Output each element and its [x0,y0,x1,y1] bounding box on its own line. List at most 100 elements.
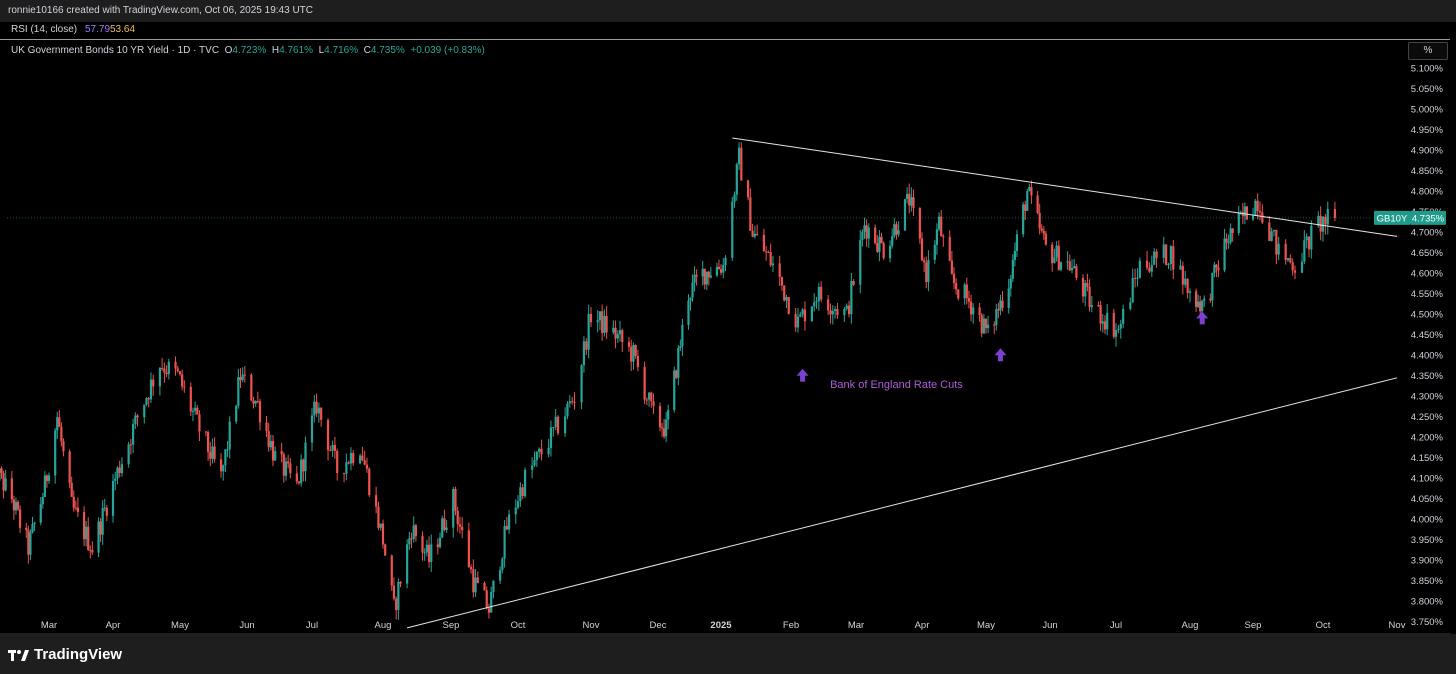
x-tick-label: Mar [848,620,864,631]
candle-body [111,480,115,516]
candle-body [652,401,655,407]
candle-body [82,512,86,540]
y-tick-label: 4.950% [1411,125,1444,136]
candle-body [1291,262,1294,271]
candle-body [1303,240,1306,262]
candle-body [1022,204,1025,235]
candle-body [265,422,268,432]
tradingview-logo[interactable]: TradingView [8,646,122,663]
symbol-title[interactable]: UK Government Bonds 10 YR Yield · 1D · T… [11,45,220,56]
time-axis: Mar Apr May Jun Jul Aug Sep Oct Nov Dec 2025 Feb Mar… [41,620,1406,631]
candle-body [1258,210,1262,213]
candle-body [62,441,65,452]
candle-body [1184,278,1187,285]
y-tick-label: 4.850% [1411,166,1444,177]
candle-body [731,201,734,258]
y-tick-label: 4.150% [1411,453,1444,464]
candle-body [18,509,22,528]
candle-body [903,199,907,231]
candle-body [691,282,694,298]
x-tick-label: Oct [1316,620,1331,631]
candle-body [769,252,772,266]
candle-body [603,316,606,333]
candle-body [211,446,214,459]
candle-body [12,499,16,511]
arrow-up-icon[interactable] [994,348,1007,362]
candle-body [630,346,633,362]
candle-body [888,245,892,259]
candle-body [1277,243,1280,255]
candle-body [163,368,166,373]
percent-scale-button[interactable]: % [1408,42,1448,60]
candle-body [29,532,32,555]
candle-body [580,365,583,403]
arrow-up-icon[interactable] [1196,311,1209,325]
candle-body [103,507,106,509]
candle-body [724,257,727,266]
candle-body [1211,272,1214,301]
price-tag-symbol [1374,210,1410,225]
candle-body [972,307,975,315]
y-tick-label: 4.450% [1411,330,1444,341]
candle-body [1245,206,1249,220]
y-tick-label: 3.750% [1411,617,1444,628]
candle-body [1070,268,1074,271]
candle-body [880,236,883,244]
x-tick-label: Oct [511,620,526,631]
trendline-upper[interactable] [732,137,1398,237]
candle-body [438,537,442,548]
candle-body [120,464,124,474]
y-tick-label: 4.100% [1411,473,1444,484]
candle-body [1153,251,1156,265]
candle-body [895,224,898,235]
candle-body [1024,204,1027,211]
candle-body [287,461,290,464]
candle-body [1254,200,1257,216]
candle-body [501,558,504,570]
annotation-text[interactable]: Bank of England Rate Cuts [830,379,963,391]
candle-body [1319,215,1322,232]
y-tick-label: 4.250% [1411,412,1444,423]
candle-body [1044,233,1047,245]
x-tick-label: Aug [375,620,392,631]
candle-body [118,467,121,474]
candle-body [535,451,538,461]
candle-body [315,401,318,414]
candle-body [421,536,424,553]
candle-body [1007,288,1010,308]
candle-body [375,495,378,507]
candle-body [920,238,924,261]
candle-body [143,404,146,418]
candle-body [329,450,332,452]
candle-body [1194,291,1198,307]
candle-body [1119,323,1122,329]
candle-body [1001,300,1004,308]
candle-body [865,225,868,239]
candle-body [834,309,837,311]
trendline-lower[interactable] [407,377,1398,629]
trendlines-layer [407,137,1398,629]
candle-body [1009,278,1012,289]
pane-separator[interactable] [0,39,1450,40]
candle-body [183,386,186,388]
candle-body [1081,277,1085,297]
low-value: 4.716% [324,45,359,56]
candle-body [361,455,364,461]
candle-body [167,361,170,375]
arrow-up-icon[interactable] [796,368,809,382]
candle-body [1310,225,1313,250]
candle-body [552,427,555,429]
candle-body [487,608,491,613]
candle-body [715,266,719,276]
candle-body [1239,212,1242,214]
rsi-label: RSI (14, close) [11,24,78,35]
candle-body [709,275,712,278]
candle-body [796,316,800,328]
candle-body [320,407,323,420]
candle-body [423,552,426,554]
candle-body [198,414,201,432]
candle-body [222,465,225,472]
candle-body [908,193,911,206]
candle-body [39,504,42,523]
